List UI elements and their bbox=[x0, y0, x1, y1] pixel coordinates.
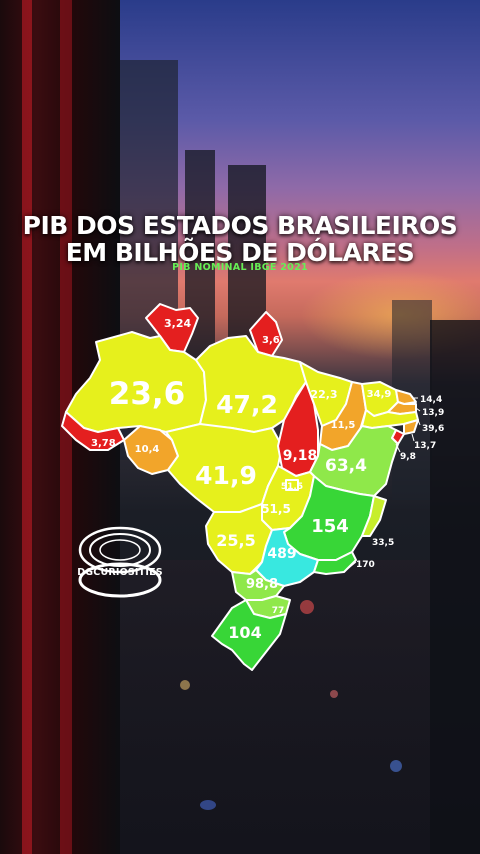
street-light bbox=[180, 680, 190, 690]
title-line-1: PIB DOS ESTADOS BRASILEIROS bbox=[22, 211, 458, 240]
state-alagoas bbox=[403, 419, 419, 435]
building-red-stripe bbox=[22, 0, 32, 854]
street-light bbox=[330, 690, 338, 698]
label-pernambuco: 39,6 bbox=[422, 424, 444, 434]
street-light bbox=[390, 760, 402, 772]
label-mato-grosso: 41,9 bbox=[195, 461, 257, 490]
label-rio-grande-do-sul: 104 bbox=[228, 623, 261, 642]
label-sergipe: 9,8 bbox=[400, 452, 416, 462]
label-para: 47,2 bbox=[216, 390, 278, 419]
label-acre: 3,78 bbox=[91, 438, 116, 449]
label-sao-paulo: 489 bbox=[267, 546, 296, 562]
label-paraiba: 13,9 bbox=[422, 408, 444, 418]
label-rio-de-janeiro: 170 bbox=[356, 560, 375, 570]
state-rio-grande-do-sul bbox=[211, 599, 287, 671]
label-rondonia: 10,4 bbox=[135, 444, 160, 455]
leader-lines bbox=[343, 397, 421, 573]
label-alagoas: 13,7 bbox=[414, 441, 436, 451]
label-minas-gerais: 154 bbox=[311, 516, 349, 537]
label-mato-grosso-do-sul: 25,5 bbox=[216, 531, 255, 550]
label-santa-catarina: 77 bbox=[272, 606, 285, 616]
label-goias: 51,5 bbox=[261, 502, 291, 516]
logo-text: DGCURIOSITIES bbox=[77, 567, 163, 578]
subtitle: PIB NOMINAL IBGE 2021 bbox=[172, 262, 308, 273]
state-acre bbox=[61, 411, 125, 451]
label-tocantins: 9,18 bbox=[283, 448, 318, 464]
label-piaui: 11,5 bbox=[331, 420, 356, 431]
state-espirito-santo bbox=[361, 495, 387, 537]
background-building bbox=[430, 320, 480, 854]
state-labels: 3,24 3,6 23,6 3,78 47,2 10,4 41,9 9,18 2… bbox=[91, 317, 444, 642]
state-parana bbox=[231, 569, 285, 601]
logo-rings-icon bbox=[78, 526, 162, 598]
label-roraima: 3,24 bbox=[164, 317, 191, 330]
state-rio-de-janeiro bbox=[313, 551, 357, 575]
label-parana: 98,8 bbox=[246, 577, 278, 592]
label-maranhao: 22,3 bbox=[310, 388, 337, 401]
state-distrito-federal bbox=[285, 479, 299, 491]
street-light bbox=[300, 600, 314, 614]
label-amapa: 3,6 bbox=[262, 335, 280, 346]
label-distrito-federal: 51,5 bbox=[281, 482, 303, 492]
street-light bbox=[200, 800, 216, 810]
label-bahia: 63,4 bbox=[325, 456, 367, 476]
title-line-2: EM BILHÕES DE DÓLARES bbox=[65, 238, 415, 267]
label-espirito-santo: 33,5 bbox=[372, 538, 394, 548]
label-ceara: 34,9 bbox=[367, 389, 392, 400]
label-rio-grande-do-norte: 14,4 bbox=[420, 395, 442, 405]
dgcuriosities-logo: DGCURIOSITIES bbox=[76, 520, 164, 600]
label-amazonas: 23,6 bbox=[109, 376, 186, 412]
